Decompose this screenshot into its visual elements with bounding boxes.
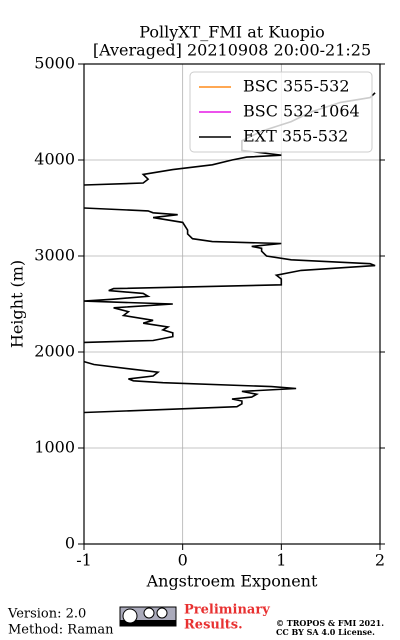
legend-box <box>189 71 373 153</box>
y-tick-label: 5000 <box>34 54 75 73</box>
cc-logo <box>119 606 177 627</box>
y-tick-label: 1000 <box>34 438 75 457</box>
chart-subtitle: [Averaged] 20210908 20:00-21:25 <box>93 41 371 60</box>
x-axis-label: Angstroem Exponent <box>146 572 318 591</box>
legend-label: BSC 532-1064 <box>243 102 360 121</box>
copyright: © TROPOS & FMI 2021. <box>276 618 384 628</box>
x-tick-label: 0 <box>178 551 188 570</box>
y-axis-label: Height (m) <box>8 260 27 348</box>
y-tick-label: 0 <box>65 534 75 553</box>
legend-label: EXT 355-532 <box>243 127 348 146</box>
plot-frame <box>83 63 381 545</box>
legend-label: BSC 355-532 <box>243 77 350 96</box>
y-tick-label: 4000 <box>34 150 75 169</box>
results: Results. <box>184 618 243 633</box>
y-tick-label: 2000 <box>34 342 75 361</box>
x-tick-label: 1 <box>276 551 286 570</box>
x-tick-label: 2 <box>375 551 385 570</box>
preliminary: Preliminary <box>184 603 270 618</box>
method: Method: Raman <box>8 623 114 638</box>
chart-title: PollyXT_FMI at Kuopio <box>139 23 325 42</box>
y-tick-label: 3000 <box>34 246 75 265</box>
version: Version: 2.0 <box>7 607 86 622</box>
license: CC BY SA 4.0 License. <box>276 627 375 637</box>
x-tick-label: -1 <box>76 551 92 570</box>
